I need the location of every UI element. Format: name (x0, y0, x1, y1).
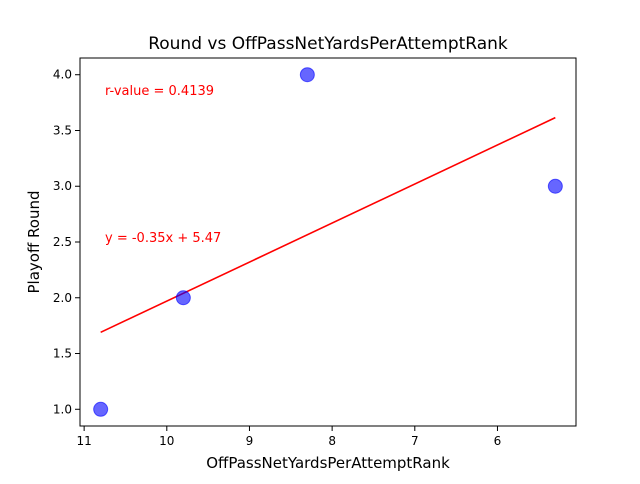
y-tick-label: 3.5 (53, 123, 72, 137)
data-point (299, 67, 315, 83)
trendline (100, 116, 556, 334)
data-point (175, 290, 191, 306)
y-tick-label: 1.5 (53, 347, 72, 361)
y-axis-label: Playoff Round (25, 190, 43, 293)
x-tick-label: 9 (246, 434, 254, 448)
x-tick-label: 7 (411, 434, 419, 448)
y-tick-label: 1.0 (53, 402, 72, 416)
chart-title: Round vs OffPassNetYardsPerAttemptRank (148, 34, 508, 54)
r-value-annotation: r-value = 0.4139 (105, 84, 214, 99)
plot-area: 11 10 9 8 7 6 1.0 1.5 2.0 2.5 3.0 3.5 4.0 r-value = 0… (53, 57, 577, 448)
y-tick-label: 2.0 (53, 291, 72, 305)
y-tick-label: 2.5 (53, 235, 72, 249)
x-tick-label: 10 (159, 434, 174, 448)
x-tick-label: 6 (494, 434, 502, 448)
y-tick-label: 4.0 (53, 68, 72, 82)
data-point (547, 178, 563, 194)
x-axis-label: OffPassNetYardsPerAttemptRank (206, 454, 450, 472)
data-point (93, 401, 109, 417)
y-tick-label: 3.0 (53, 179, 72, 193)
x-tick-label: 8 (328, 434, 336, 448)
x-tick-label: 11 (76, 434, 91, 448)
equation-annotation: y = -0.35x + 5.47 (105, 231, 221, 246)
